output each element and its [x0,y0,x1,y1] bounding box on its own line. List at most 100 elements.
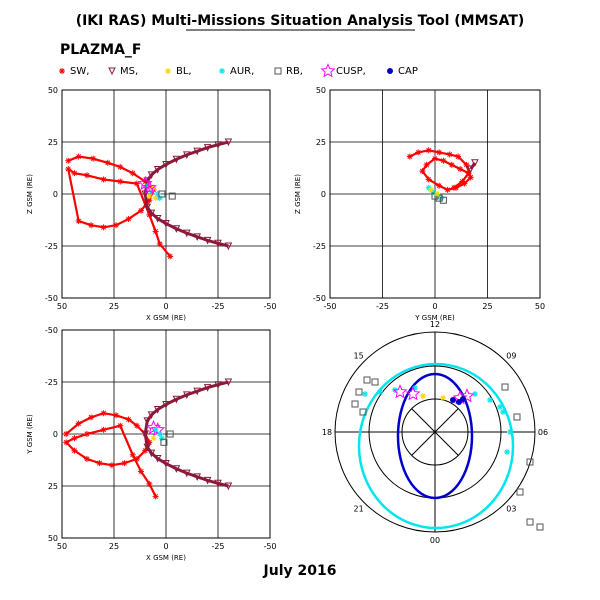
data-point-0-15 [71,447,78,454]
polar-rb-5 [501,383,509,391]
data-point-0-11 [121,460,128,467]
data-point-1-1 [214,381,222,389]
polar-bl-0 [420,393,426,399]
polar-cap-0 [450,397,456,403]
aur-oval [357,362,515,530]
y-tick-label-0: 50 [48,86,58,95]
data-point-0-7 [467,174,474,181]
polar-label-1: 09 [506,352,516,361]
cap-oval [396,372,474,500]
data-point-0-18 [83,431,90,437]
legend-label-3: AUR, [230,66,254,77]
y-axis-label: Y GSM (RE) [26,414,34,455]
data-point-0-1 [75,153,82,160]
legend-marker-4 [274,67,282,75]
y-axis-label: Z GSM (RE) [294,174,302,214]
data-point-0-3 [104,159,111,166]
polar-rb-10 [536,523,544,531]
data-point-1-18 [203,236,212,245]
data-point-0-14 [75,218,82,225]
polar-rb-0 [363,376,371,384]
data-point-1-13 [153,215,162,223]
data-point-0-21 [129,451,136,458]
data-point-3-2 [439,196,447,204]
y-tick-label-0: 50 [316,86,326,95]
data-point-0-5 [129,170,136,177]
y-tick-label-3: -25 [45,242,58,251]
data-point-0-12 [108,462,115,469]
data-point-3-1 [435,194,443,202]
legend-label-2: BL, [176,66,192,77]
polar-aur-1 [377,389,383,395]
data-point-1-14 [162,220,170,228]
data-point-1-7 [153,405,162,414]
polar-cusp-3 [459,388,475,403]
data-point-0-19 [465,170,472,177]
data-point-0-1 [75,420,82,427]
x-tick-label-4: 50 [535,302,545,311]
x-tick-label-3: 25 [482,302,492,311]
data-point-1-15 [172,465,181,473]
data-point-1-1 [214,141,222,149]
data-point-2-1 [146,193,153,200]
data-point-0-13 [96,460,103,467]
data-point-4-1 [160,438,168,446]
data-point-0-0 [406,153,413,160]
series-line-1 [143,140,229,248]
y-tick-label-4: -50 [45,294,58,303]
data-point-4-0 [166,430,174,438]
data-point-0-2 [88,414,95,421]
data-point-1-16 [182,469,191,478]
data-point-0-24 [152,493,159,500]
y-tick-label-0: -50 [45,326,58,335]
data-point-0-10 [125,215,132,222]
y-tick-label-2: 0 [53,430,58,439]
date-label: July 2016 [263,563,337,579]
y-tick-label-4: 50 [48,534,58,543]
data-point-1-5 [172,155,181,164]
data-point-1-4 [182,151,191,160]
data-point-0-3 [436,149,443,156]
y-axis-label: Z GSM (RE) [26,174,34,214]
polar-cusp-1 [405,386,421,401]
polar-aur-9 [497,404,503,410]
legend-marker-2 [165,68,171,74]
data-point-1-8 [147,411,156,419]
polar-label-3: 03 [506,504,516,513]
data-point-0-19 [100,426,107,433]
data-point-1-10 [141,190,150,199]
data-point-0-5 [455,153,462,160]
data-point-1-6 [162,160,170,169]
data-point-0-10 [133,455,140,462]
polar-rb-2 [351,400,359,408]
data-point-1-12 [147,209,156,218]
data-point-4-1 [168,192,176,200]
legend-label-5: CUSP, [336,66,366,77]
data-point-0-16 [63,439,70,446]
legend-label-0: SW, [70,66,89,77]
polar-cap-2 [460,396,466,402]
data-point-0-19 [117,178,124,185]
polar-aur-7 [507,429,513,435]
data-point-1-0 [224,378,233,387]
data-point-0-17 [448,161,455,168]
legend-label-6: CAP [398,66,418,77]
data-point-0-22 [138,468,145,475]
polar-aur-0 [362,391,368,397]
data-point-1-12 [147,449,156,458]
mission-name: PLAZMA_F [60,42,142,58]
data-point-0-11 [113,222,120,229]
x-tick-label-2: 0 [163,302,168,311]
polar-aur-6 [500,409,506,415]
x-tick-label-2: 0 [163,542,168,551]
data-point-0-23 [146,480,153,487]
polar-bl-1 [440,395,446,401]
data-point-0-3 [100,410,107,417]
data-point-1-2 [203,144,212,152]
legend: SW, MS, BL, AUR, RB, CUSP, CAP [59,63,418,78]
series-line-0 [409,149,472,191]
x-tick-label-1: -25 [376,302,389,311]
data-point-1-5 [172,395,181,404]
